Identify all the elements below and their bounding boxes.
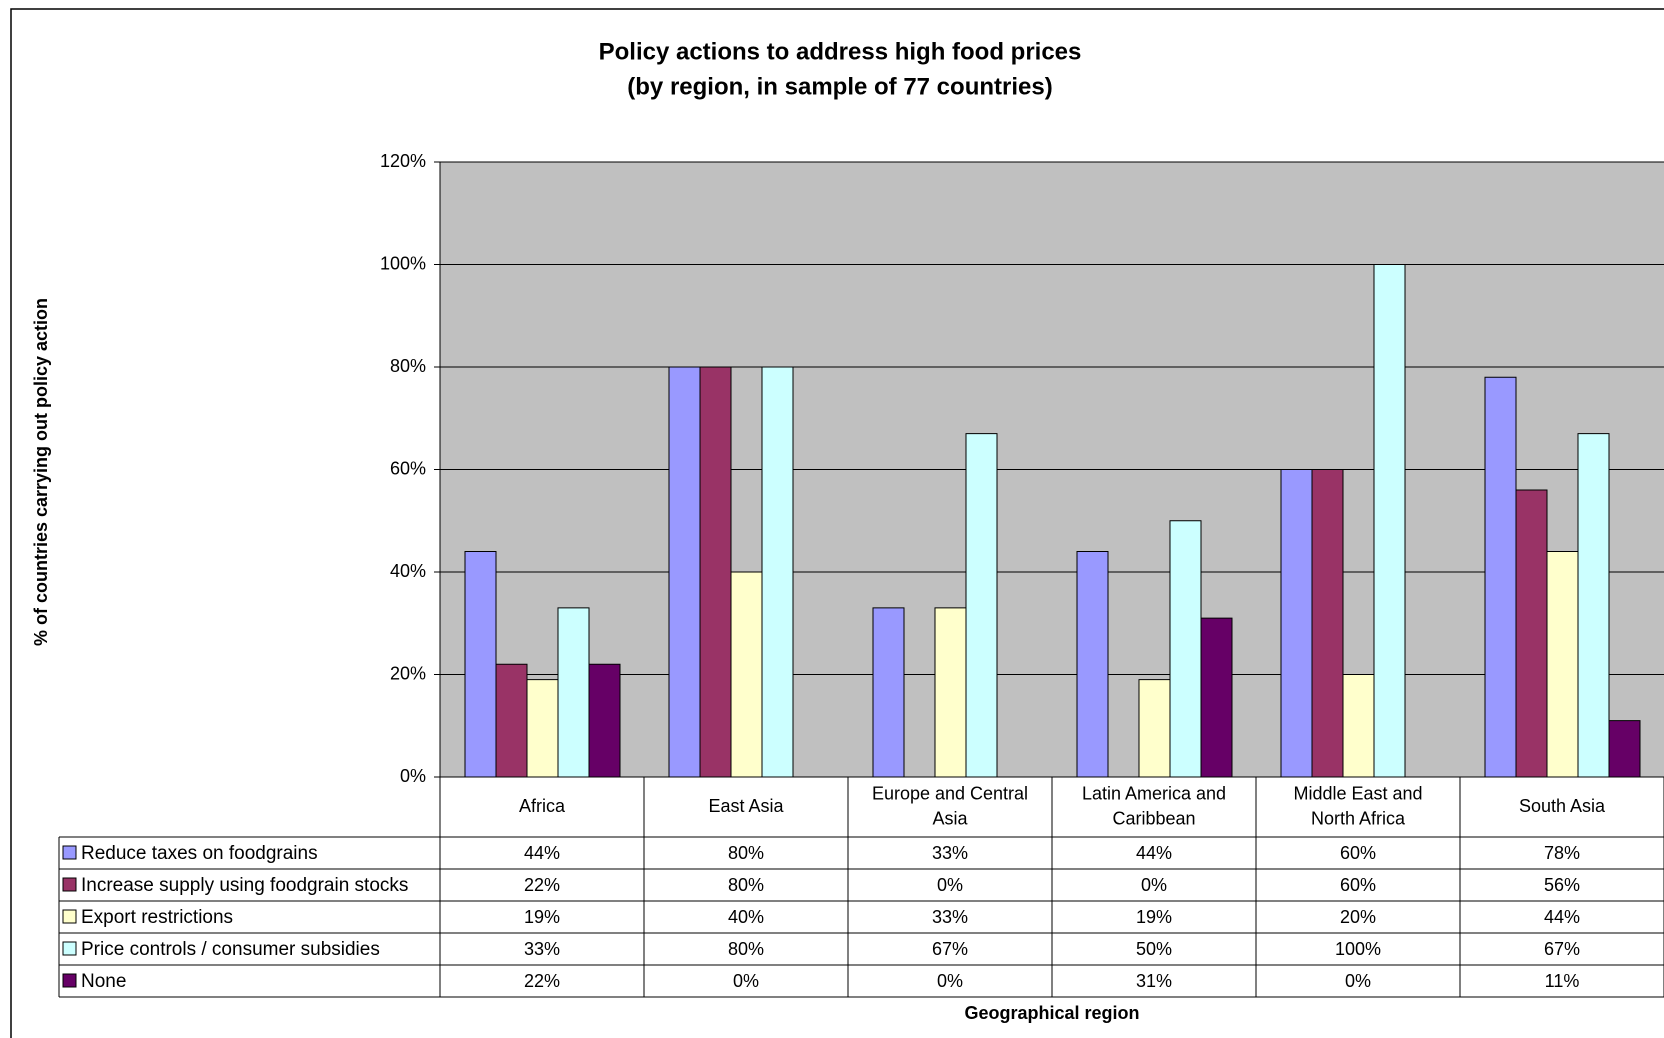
bar — [495, 663, 528, 778]
table-cell-value: 56% — [1544, 875, 1580, 895]
table-cell-value: 22% — [524, 971, 560, 991]
category-label: Africa — [519, 796, 566, 816]
bar — [1076, 551, 1109, 778]
table-cell-value: 33% — [932, 907, 968, 927]
bar — [1138, 679, 1171, 778]
category-label: North Africa — [1311, 808, 1406, 828]
bar — [965, 433, 998, 778]
legend-swatch — [62, 941, 77, 956]
legend-swatch — [62, 973, 77, 988]
table-cell-value: 31% — [1136, 971, 1172, 991]
plot-area — [439, 161, 1664, 778]
bar — [668, 366, 701, 778]
y-tick-label: 0% — [400, 766, 426, 786]
table-cell-value: 60% — [1340, 875, 1376, 895]
category-label: Europe and Central — [872, 783, 1028, 803]
bar — [1169, 520, 1202, 778]
y-tick-label: 20% — [390, 663, 426, 683]
legend-swatch — [62, 845, 77, 860]
category-label: South Asia — [1519, 796, 1606, 816]
chart-subtitle: (by region, in sample of 77 countries) — [627, 73, 1052, 100]
table-cell-value: 100% — [1335, 939, 1381, 959]
bar — [1608, 720, 1641, 778]
table-cell-value: 11% — [1545, 971, 1580, 991]
table-cell-value: 44% — [1136, 843, 1172, 863]
y-tick-label: 60% — [390, 458, 426, 478]
bar — [526, 679, 559, 778]
table-cell-value: 50% — [1136, 939, 1172, 959]
bar — [1484, 376, 1517, 778]
y-axis-ticks: 0% 20% 40% 60% 80% 100% 120% — [380, 151, 440, 786]
table-cell-value: 78% — [1544, 843, 1580, 863]
bar — [1342, 674, 1375, 778]
table-cell-value: 20% — [1340, 907, 1376, 927]
category-label: Caribbean — [1112, 808, 1195, 828]
y-tick-label: 100% — [380, 253, 426, 273]
bar — [1373, 264, 1406, 778]
legend-label: Reduce taxes on foodgrains — [81, 843, 318, 864]
table-cell-value: 80% — [728, 939, 764, 959]
bar — [761, 366, 794, 778]
legend-swatch — [62, 877, 77, 892]
table-cell-value: 0% — [733, 971, 759, 991]
category-label: East Asia — [708, 796, 784, 816]
bar — [1577, 433, 1610, 778]
legend-label: Price controls / consumer subsidies — [81, 939, 380, 960]
table-cell-value: 0% — [1141, 875, 1167, 895]
bar — [1515, 489, 1548, 778]
bar — [934, 607, 967, 778]
y-axis-label: % of countries carrying out policy actio… — [31, 298, 51, 646]
table-cell-value: 44% — [524, 843, 560, 863]
data-table: Africa East Asia Europe and Central Asia Lat… — [58, 777, 1664, 998]
table-cell-value: 19% — [524, 907, 560, 927]
table-cell-value: 19% — [1136, 907, 1172, 927]
x-axis-label: Geographical region — [964, 1003, 1139, 1023]
category-label: Latin America and — [1082, 783, 1226, 803]
table-cell-value: 80% — [728, 875, 764, 895]
bar — [730, 571, 763, 778]
y-tick-label: 80% — [390, 356, 426, 376]
bar — [1280, 469, 1313, 778]
table-cell-value: 40% — [728, 907, 764, 927]
table-cell-value: 44% — [1544, 907, 1580, 927]
category-label: Asia — [932, 808, 968, 828]
bar — [557, 607, 590, 778]
table-cell-value: 67% — [1544, 939, 1580, 959]
category-label: Middle East and — [1293, 783, 1422, 803]
chart-title: Policy actions to address high food pric… — [599, 38, 1082, 65]
bar — [1200, 617, 1233, 778]
legend-label: Increase supply using foodgrain stocks — [81, 875, 408, 896]
table-cell-value: 80% — [728, 843, 764, 863]
bar — [872, 607, 905, 778]
table-cell-value: 22% — [524, 875, 560, 895]
table-cell-value: 33% — [524, 939, 560, 959]
bar — [588, 663, 621, 778]
legend-swatch — [62, 909, 77, 924]
bar — [464, 551, 497, 778]
table-cell-value: 60% — [1340, 843, 1376, 863]
table-cell-value: 0% — [1345, 971, 1371, 991]
y-tick-label: 40% — [390, 561, 426, 581]
table-cell-value: 33% — [932, 843, 968, 863]
table-cell-value: 0% — [937, 875, 963, 895]
bar — [1546, 551, 1579, 778]
legend-label: Export restrictions — [81, 907, 233, 928]
legend-label: None — [81, 971, 126, 992]
table-cell-value: 0% — [937, 971, 963, 991]
bar — [699, 366, 732, 778]
y-tick-label: 120% — [380, 151, 426, 171]
table-cell-value: 67% — [932, 939, 968, 959]
bar — [1311, 469, 1344, 778]
bar-series — [464, 264, 1641, 778]
